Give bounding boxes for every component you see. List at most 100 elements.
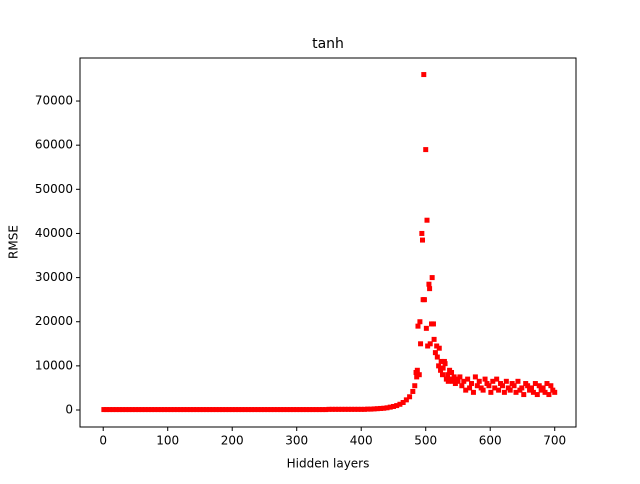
point [281,407,287,413]
point [320,407,326,413]
point [434,343,440,349]
point [223,407,229,413]
point [469,381,475,387]
point [528,385,534,391]
point [501,389,507,395]
point [294,407,300,413]
point [414,367,420,373]
point [519,385,525,391]
point [368,406,374,412]
point [371,406,377,412]
point [103,407,109,413]
point [546,392,552,398]
point [258,407,264,413]
point [181,407,187,413]
point [429,275,435,281]
point [419,230,425,236]
point [178,407,184,413]
point [438,367,444,373]
point [472,374,478,380]
point [352,406,358,412]
point [532,381,538,387]
point [345,406,351,412]
point [158,407,164,413]
y-tick-label: 20000 [35,314,73,328]
point [132,407,138,413]
point [197,407,203,413]
point [452,381,458,387]
point [303,407,309,413]
point [417,319,423,325]
point [216,407,222,413]
point [552,389,558,395]
point [407,394,413,400]
point [378,405,384,411]
point [261,407,267,413]
point [191,407,197,413]
point [313,407,319,413]
point [249,407,255,413]
point [113,407,119,413]
point [412,383,418,389]
point [434,354,440,360]
point [300,407,306,413]
point [242,407,248,413]
point [410,388,416,394]
point [174,407,180,413]
point [290,407,296,413]
point [430,321,436,327]
point [203,407,209,413]
point [329,406,335,412]
point [449,369,455,375]
point [418,341,424,347]
point [271,407,277,413]
point [488,389,494,395]
point [110,407,116,413]
point [326,406,332,412]
y-tick-label: 40000 [35,226,73,240]
point [381,405,387,411]
x-tick-label: 200 [221,434,244,448]
point [152,407,158,413]
point [307,407,313,413]
x-tick-label: 700 [543,434,566,448]
point [355,406,361,412]
point [534,392,540,398]
plot-frame [79,57,577,428]
point [439,372,445,378]
x-tick-label: 0 [99,434,107,448]
point [476,378,482,384]
point [171,407,177,413]
point [129,407,135,413]
point [423,325,429,331]
y-tick-label: 70000 [35,94,73,108]
x-tick-label: 300 [285,434,308,448]
point [403,397,409,403]
point [415,323,421,329]
point [255,407,261,413]
point [465,376,471,382]
y-tick-label: 10000 [35,358,73,372]
point [365,406,371,412]
point [427,286,433,292]
point [499,383,505,389]
point [496,387,502,393]
point [507,387,513,393]
point [387,404,393,410]
point [252,407,258,413]
point [490,378,496,384]
point [480,387,486,393]
point [136,407,142,413]
point [361,406,367,412]
point [427,341,433,347]
point [431,336,437,342]
point [184,407,190,413]
chart-title: tanh [312,36,344,52]
point [394,403,400,409]
point [284,407,290,413]
point [440,365,446,371]
point [421,72,427,78]
y-tick-label: 0 [65,403,73,417]
point [470,389,476,395]
point [120,407,126,413]
